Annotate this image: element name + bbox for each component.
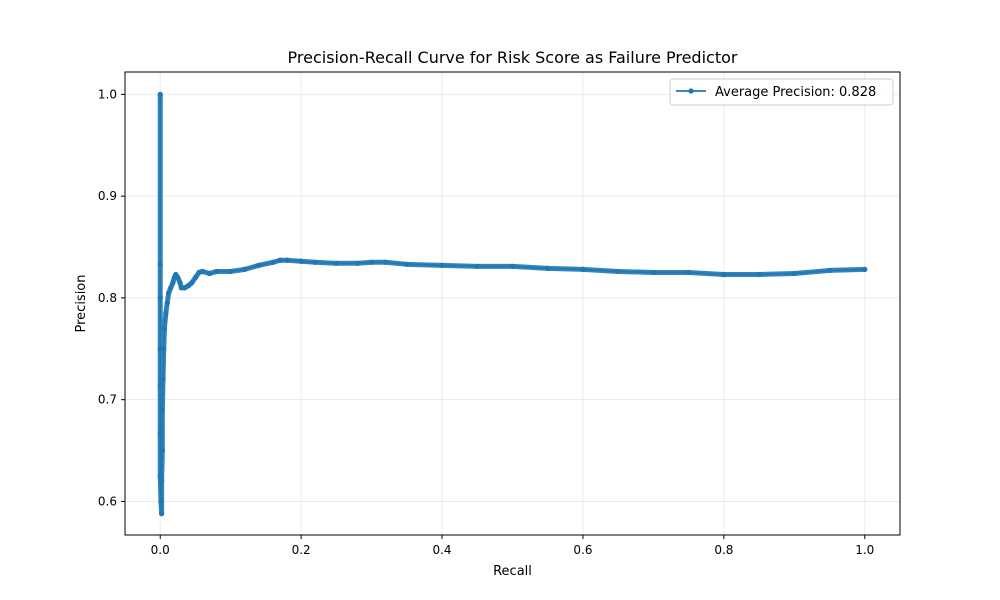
y-tick-label: 1.0 [98,87,117,101]
data-point [164,300,170,306]
data-point [439,262,445,268]
data-point [242,266,248,273]
data-point [228,268,234,275]
y-tick-label: 0.9 [98,189,117,203]
legend-entry-label: Average Precision: 0.828 [715,85,876,100]
data-point [163,310,169,316]
legend-box [669,78,894,106]
data-point [270,259,276,265]
data-point [545,265,551,271]
data-point [166,290,172,296]
chart-title: Precision-Recall Curve for Risk Score as… [288,48,738,67]
data-point [756,271,762,278]
data-point [650,269,657,276]
y-tick-label: 0.8 [98,291,117,305]
x-axis-label: Recall [493,564,532,579]
data-point [383,259,389,265]
data-point [298,258,304,264]
data-point [177,280,183,286]
data-point [199,268,206,275]
data-point [354,260,361,266]
data-point [175,274,181,281]
legend-marker-swatch [688,88,694,94]
data-point [189,280,195,286]
tick-layer: 0.0 0.2 0.4 0.6 0.8 1.0 0.6 0.7 0.8 0.9 1.0 [98,87,874,557]
y-tick-label: 0.6 [98,494,117,508]
data-point [159,447,165,454]
legend: Average Precision: 0.828 [669,78,894,106]
x-tick-label: 1.0 [855,543,874,557]
x-tick-label: 0.4 [432,543,451,557]
data-point [206,270,213,277]
data-point [509,263,516,269]
data-point [159,407,165,413]
data-point [213,268,220,275]
data-point [826,267,833,274]
data-point [721,271,727,278]
data-point [256,262,262,268]
data-point [333,260,339,266]
data-point [615,268,621,275]
data-point [157,473,163,479]
data-point [157,382,163,389]
data-point [157,430,163,436]
x-tick-label: 0.6 [573,543,592,557]
data-point [862,266,868,273]
data-point [686,269,692,276]
data-point [157,261,163,267]
x-tick-label: 0.0 [151,543,170,557]
data-point [474,263,480,269]
x-tick-label: 0.8 [714,543,733,557]
data-point [404,261,410,267]
data-point [159,478,165,484]
y-axis-label: Precision [74,274,89,332]
series-layer [157,91,868,517]
data-point [160,376,166,382]
data-point [185,283,192,289]
data-point [161,346,167,352]
data-point [312,259,318,265]
data-point [580,266,586,273]
data-point [277,257,283,263]
data-point [159,511,165,517]
data-point [791,270,797,277]
data-point [284,257,290,263]
data-point [157,295,163,301]
data-point [170,280,176,286]
x-tick-label: 0.2 [292,543,311,557]
data-point [161,325,168,332]
plot-area-frame [124,71,901,536]
y-tick-label: 0.7 [98,393,117,407]
data-point [168,285,174,291]
data-point [158,498,164,505]
data-point [192,274,199,281]
data-point [157,91,163,97]
data-point [368,259,375,265]
